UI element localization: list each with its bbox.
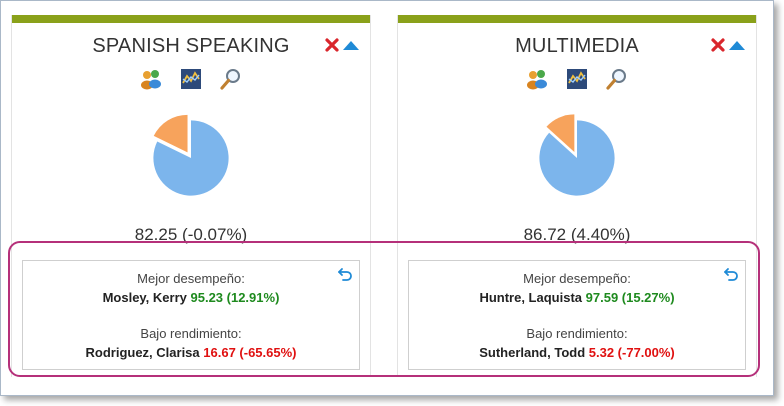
low-performer-value: 16.67 (-65.65%) [203,345,297,360]
card-accent-bar [12,15,370,23]
magnifier-icon[interactable] [605,67,629,91]
top-performer: Mosley, Kerry 95.23 (12.91%) [23,290,359,305]
card-score: 86.72 (4.40%) [523,225,631,244]
card-score: 82.25 (-0.07%) [134,225,248,244]
top-performer-label: Mejor desempeño: [523,271,631,286]
score-pie-chart [153,114,229,196]
performance-panel: Mejor desempeño: Huntre, Laquista 97.59 … [408,260,746,370]
low-performer-name: Rodriguez, Clarisa [85,345,200,360]
dashboard-frame: SPANISH SPEAKING [0,0,774,396]
low-performer: Sutherland, Todd 5.32 (-77.00%) [409,345,745,360]
pie-slice-remainder [546,114,575,152]
top-performer-label: Mejor desempeño: [137,271,245,286]
top-performer-name: Huntre, Laquista [479,290,583,305]
chart-icon[interactable] [565,67,589,91]
card-multimedia: MULTIMEDIA [397,15,757,377]
card-title: SPANISH SPEAKING [92,35,290,57]
magnifier-icon[interactable] [219,67,243,91]
low-performer-label: Bajo rendimiento: [526,326,628,341]
top-performer-value: 95.23 (12.91%) [190,290,280,305]
pie-slice-score [539,120,615,196]
collapse-triangle-up-icon[interactable] [342,39,360,51]
top-performer: Huntre, Laquista 97.59 (15.27%) [409,290,745,305]
close-icon[interactable] [324,37,340,53]
performance-panel: Mejor desempeño: Mosley, Kerry 95.23 (12… [22,260,360,370]
card-accent-bar [398,15,756,23]
pie-slice-score [153,120,229,196]
card-title: MULTIMEDIA [515,35,639,57]
undo-icon[interactable] [723,267,739,281]
low-performer-value: 5.32 (-77.00%) [588,345,675,360]
top-performer-value: 97.59 (15.27%) [585,290,675,305]
people-icon[interactable] [525,67,549,91]
collapse-triangle-up-icon[interactable] [728,39,746,51]
low-performer-name: Sutherland, Todd [479,345,586,360]
people-icon[interactable] [139,67,163,91]
undo-icon[interactable] [337,267,353,281]
pie-slice-remainder [153,114,188,153]
low-performer-label: Bajo rendimiento: [140,326,242,341]
chart-icon[interactable] [179,67,203,91]
top-performer-name: Mosley, Kerry [102,290,187,305]
score-pie-chart [539,114,615,196]
low-performer: Rodriguez, Clarisa 16.67 (-65.65%) [23,345,359,360]
card-spanish-speaking: SPANISH SPEAKING [11,15,371,377]
close-icon[interactable] [710,37,726,53]
card-toolbar [12,67,370,91]
card-toolbar [398,67,756,91]
